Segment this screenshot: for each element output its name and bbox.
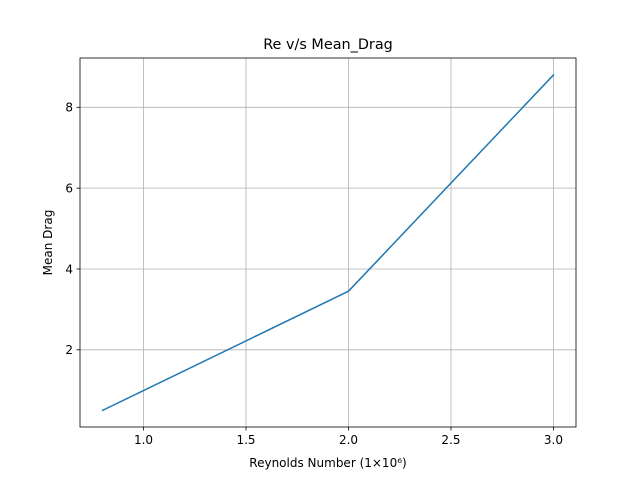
- chart-title: Re v/s Mean_Drag: [263, 37, 393, 53]
- y-tick-label: 2: [65, 343, 73, 357]
- x-axis-ticks: 1.0 1.5 2.0 2.5 3.0: [134, 427, 563, 447]
- x-tick-label: 1.5: [236, 433, 255, 447]
- y-tick-label: 8: [65, 101, 73, 115]
- y-axis-label: Mean Drag: [41, 210, 55, 276]
- y-axis-ticks: 2 4 6 8: [65, 101, 80, 357]
- plot-frame: [79, 57, 577, 428]
- x-tick-label: 2.0: [339, 433, 358, 447]
- series-line: [101, 73, 555, 412]
- grid: [80, 58, 576, 427]
- y-tick-label: 6: [65, 181, 73, 195]
- x-tick-label: 2.5: [441, 433, 460, 447]
- y-tick-label: 4: [65, 262, 73, 276]
- x-tick-label: 3.0: [544, 433, 563, 447]
- x-tick-label: 1.0: [134, 433, 153, 447]
- series-layer: [101, 73, 555, 412]
- x-axis-label: Reynolds Number (1×10⁶): [249, 456, 406, 470]
